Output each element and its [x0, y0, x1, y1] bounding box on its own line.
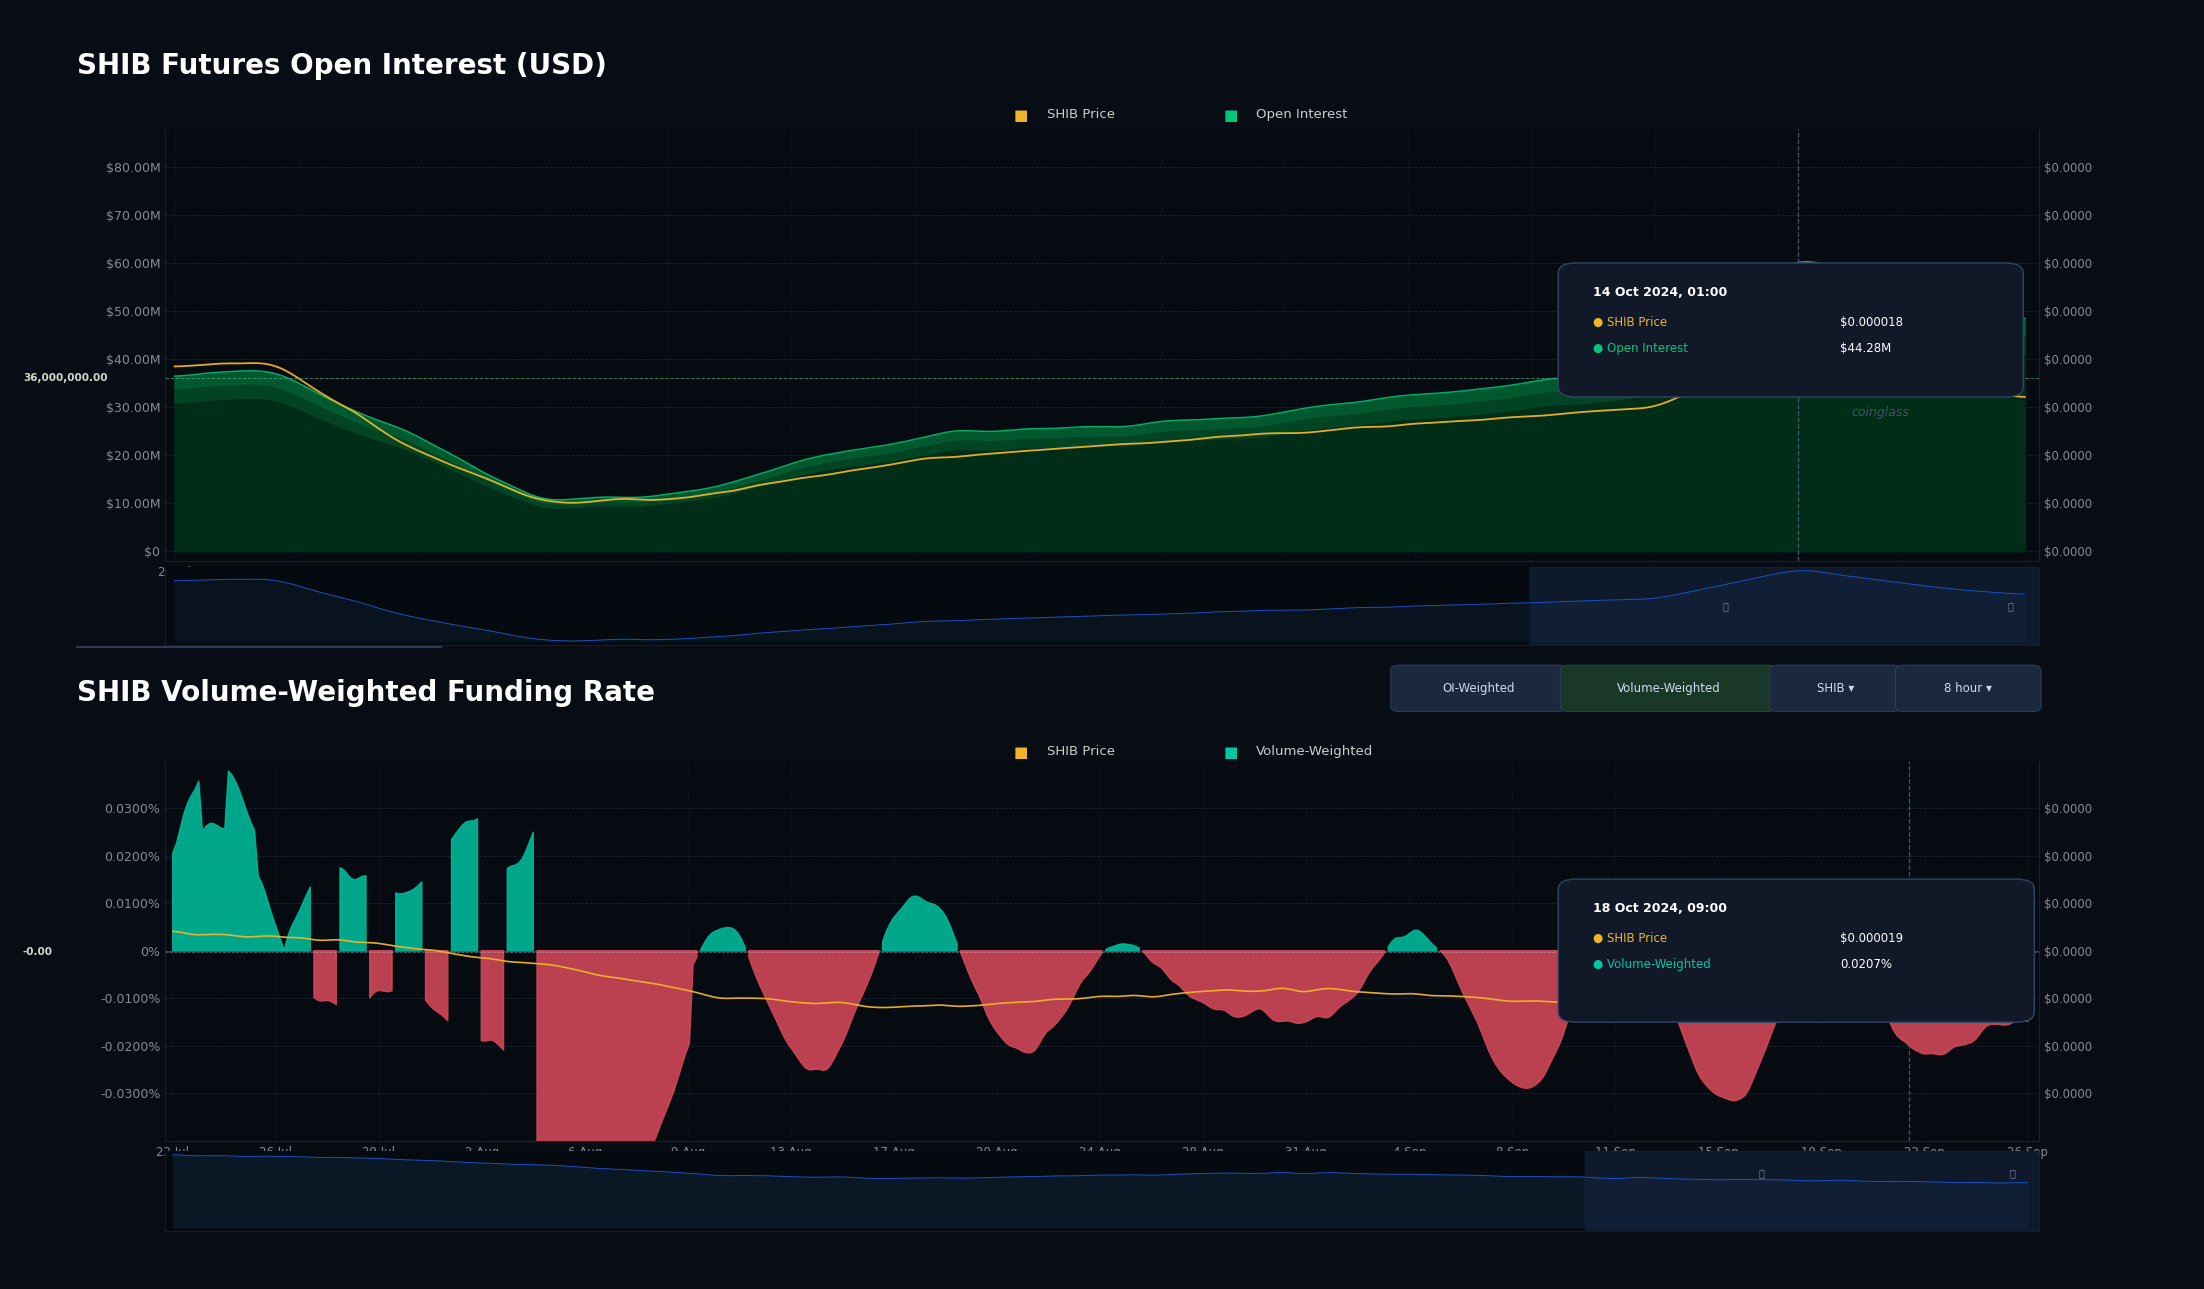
- Text: SHIB Volume-Weighted Funding Rate: SHIB Volume-Weighted Funding Rate: [77, 679, 655, 708]
- Text: 14 Oct 2024, 01:00: 14 Oct 2024, 01:00: [1593, 286, 1728, 299]
- Text: SHIB ▾: SHIB ▾: [1818, 682, 1854, 695]
- Text: ⏸: ⏸: [1759, 1168, 1765, 1178]
- Text: ■: ■: [1223, 745, 1239, 761]
- Text: Open Interest: Open Interest: [1256, 108, 1347, 121]
- Text: ● Volume-Weighted: ● Volume-Weighted: [1593, 958, 1710, 971]
- Text: ● SHIB Price: ● SHIB Price: [1593, 932, 1668, 945]
- Text: ■: ■: [1014, 108, 1029, 124]
- Text: ■: ■: [1014, 745, 1029, 761]
- Text: SHIB Price: SHIB Price: [1047, 745, 1115, 758]
- Text: ■: ■: [1223, 108, 1239, 124]
- Text: $44.28M: $44.28M: [1840, 342, 1891, 354]
- Text: 36,000,000.00: 36,000,000.00: [22, 374, 108, 383]
- Text: $0.000019: $0.000019: [1840, 932, 1904, 945]
- Text: 8 hour ▾: 8 hour ▾: [1944, 682, 1992, 695]
- Text: SHIB Futures Open Interest (USD): SHIB Futures Open Interest (USD): [77, 52, 606, 80]
- Text: ● SHIB Price: ● SHIB Price: [1593, 316, 1668, 329]
- Text: $0.000018: $0.000018: [1840, 316, 1904, 329]
- Bar: [1585, 1151, 2039, 1231]
- Text: ⏸: ⏸: [1721, 601, 1728, 611]
- Text: ● Open Interest: ● Open Interest: [1593, 342, 1688, 354]
- Bar: [165, 567, 1530, 644]
- Text: ⏸: ⏸: [2010, 1168, 2017, 1178]
- Text: SHIB Price: SHIB Price: [1047, 108, 1115, 121]
- Text: 18 Oct 2024, 09:00: 18 Oct 2024, 09:00: [1593, 902, 1728, 915]
- Text: 0.0207%: 0.0207%: [1840, 958, 1893, 971]
- Text: Volume-Weighted: Volume-Weighted: [1256, 745, 1373, 758]
- Text: ⏸: ⏸: [2008, 601, 2014, 611]
- Text: OI-Weighted: OI-Weighted: [1444, 682, 1514, 695]
- Text: Volume-Weighted: Volume-Weighted: [1616, 682, 1721, 695]
- Bar: [1530, 567, 2039, 644]
- Text: coinglass: coinglass: [1851, 406, 1909, 419]
- Text: -0.00: -0.00: [22, 947, 53, 956]
